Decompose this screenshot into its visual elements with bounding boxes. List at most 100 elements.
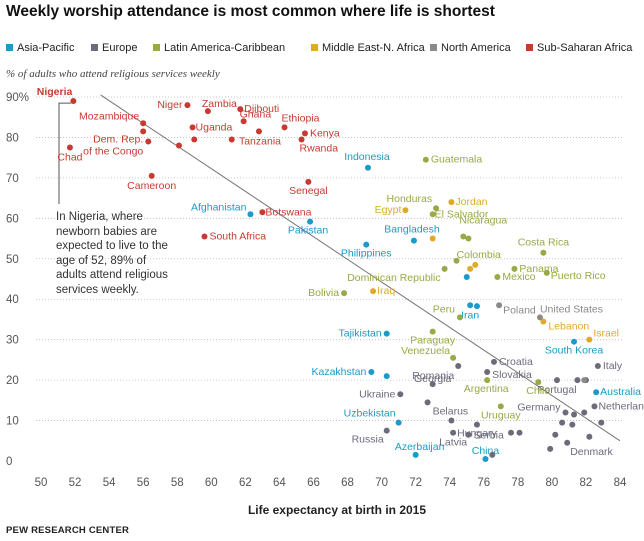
point-label: Indonesia: [344, 151, 390, 163]
data-point: [535, 379, 542, 386]
legend-label: Sub-Saharan Africa: [537, 42, 633, 54]
point-label: Peru: [433, 303, 455, 315]
point-label: South Korea: [545, 345, 604, 357]
data-point: [467, 265, 474, 272]
data-point: [496, 302, 503, 309]
data-point: [511, 265, 518, 272]
point-label: Slovakia: [492, 369, 532, 381]
nigeria-annotation: In Nigeria, where newborn babies are exp…: [56, 211, 168, 296]
data-point: [370, 288, 377, 295]
y-tick-label: 0: [6, 456, 12, 468]
point-label: Lebanon: [548, 320, 589, 332]
y-tick-label: 50: [6, 254, 19, 266]
data-point: [463, 273, 470, 280]
point-label: Jordan: [455, 196, 487, 208]
point-label: Russia: [352, 434, 384, 446]
x-tick-label: 80: [545, 477, 558, 489]
data-point: [594, 362, 601, 369]
legend-item: Latin America-Caribbean: [153, 42, 285, 54]
data-point: [586, 433, 593, 440]
point-label: Mexico: [502, 271, 535, 283]
x-tick-label: 70: [375, 477, 388, 489]
data-point: [422, 156, 429, 163]
point-label: Chad: [57, 152, 82, 164]
data-point: [201, 233, 208, 240]
point-label: Kenya: [310, 127, 340, 139]
data-point: [364, 164, 371, 171]
data-point: [448, 199, 455, 206]
legend-swatch: [153, 44, 160, 51]
data-point: [184, 102, 191, 109]
data-point: [307, 218, 314, 225]
data-point: [489, 451, 496, 458]
point-label: Israel: [593, 328, 619, 340]
data-point: [571, 338, 578, 345]
legend-swatch: [91, 44, 98, 51]
data-point: [441, 265, 448, 272]
data-point: [473, 303, 480, 310]
x-tick-label: 58: [171, 477, 184, 489]
data-point: [564, 439, 571, 446]
data-point: [559, 419, 566, 426]
point-label: Guatemala: [431, 154, 483, 166]
data-point: [301, 130, 308, 137]
data-point: [259, 209, 266, 216]
point-label: Iraq: [377, 285, 395, 297]
data-point: [465, 431, 472, 438]
legend-item: Middle East-N. Africa: [311, 42, 425, 54]
point-label: Botswana: [265, 206, 311, 218]
point-label: United States: [540, 303, 603, 315]
point-label: Croatia: [499, 356, 533, 368]
point-label: Tajikistan: [339, 328, 382, 340]
data-point: [460, 233, 467, 240]
data-point: [450, 429, 457, 436]
y-axis-label: % of adults who attend religious service…: [6, 68, 220, 80]
point-label: El Salvador: [435, 208, 489, 220]
y-tick-label: 60: [6, 213, 19, 225]
y-tick-label: 20: [6, 375, 19, 387]
point-label: Honduras: [387, 193, 433, 205]
x-tick-label: 68: [341, 477, 354, 489]
data-point: [341, 290, 348, 297]
x-tick-label: 72: [409, 477, 422, 489]
data-point: [429, 381, 436, 388]
data-point: [148, 172, 155, 179]
legend-swatch: [526, 44, 533, 51]
point-label: Venezuela: [401, 345, 450, 357]
legend-label: Europe: [102, 42, 138, 54]
data-point: [368, 369, 375, 376]
data-point: [540, 249, 547, 256]
data-point: [424, 399, 431, 406]
point-label: Paraguay: [410, 335, 456, 347]
data-point: [412, 451, 419, 458]
point-label: Romania: [412, 370, 454, 382]
point-label: Azerbaijan: [395, 441, 445, 453]
y-tick-label: 90%: [6, 92, 29, 104]
data-point: [448, 417, 455, 424]
data-point: [484, 369, 491, 376]
data-point: [298, 136, 305, 143]
data-point: [473, 421, 480, 428]
x-tick-label: 54: [103, 477, 116, 489]
data-point: [497, 403, 504, 410]
data-point: [482, 455, 489, 462]
x-tick-label: 62: [239, 477, 252, 489]
data-point: [383, 427, 390, 434]
data-point: [593, 389, 600, 396]
x-tick-label: 56: [137, 477, 150, 489]
legend-item: Sub-Saharan Africa: [526, 42, 632, 54]
data-point: [247, 211, 254, 218]
data-point: [70, 98, 77, 105]
data-point: [228, 136, 235, 143]
data-point: [433, 205, 440, 212]
x-axis-title: Life expectancy at birth in 2015: [247, 503, 427, 517]
point-label: Dominican Republic: [347, 272, 440, 284]
data-point: [383, 373, 390, 380]
source-credit: PEW RESEARCH CENTER: [6, 525, 130, 536]
x-tick-label: 66: [307, 477, 320, 489]
point-label: Mozambique: [79, 110, 139, 122]
legend-swatch: [430, 44, 437, 51]
point-label: Poland: [503, 304, 536, 316]
point-label: Zambia: [202, 98, 237, 110]
